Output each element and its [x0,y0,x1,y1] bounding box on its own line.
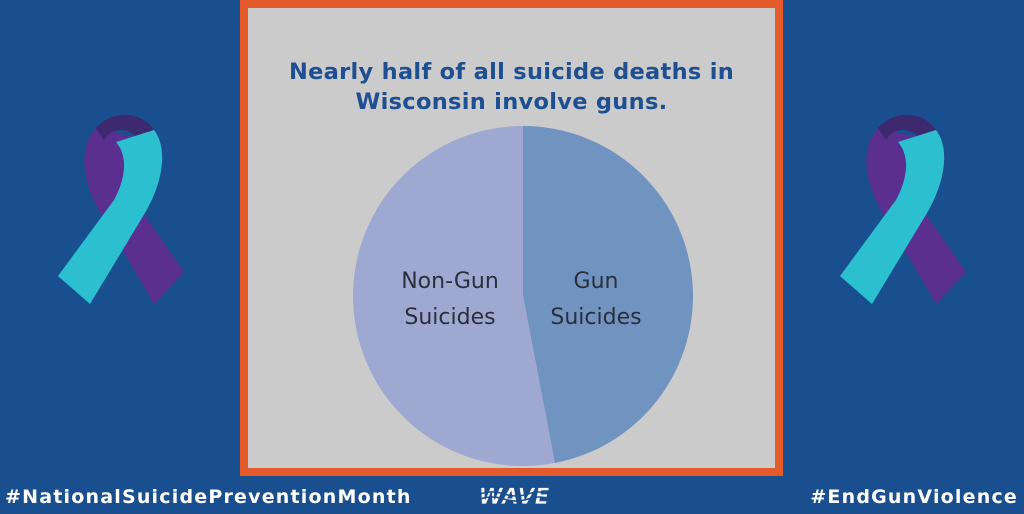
pie-label-non-gun-line-1: Non-Gun [401,269,499,294]
chart-title: Nearly half of all suicide deaths in Wis… [248,57,775,117]
ribbon-top-loop [96,114,154,140]
pie-label-gun-line-2: Suicides [550,305,641,330]
pie-chart: Gun Suicides Non-Gun Suicides [353,126,694,466]
ribbon-top-loop [878,114,936,140]
chart-title-line-2: Wisconsin involve guns. [355,89,668,115]
chart-card: Nearly half of all suicide deaths in Wis… [240,0,783,476]
pie-slice-non-gun [353,126,555,466]
ribbon-teal-band [58,130,163,304]
pie-label-gun-line-1: Gun [574,269,619,294]
pie-label-non-gun-line-2: Suicides [404,305,495,330]
pie-slice-gun [523,126,694,463]
wave-logo-icon: WAVE [478,482,550,511]
left-awareness-ribbon-icon [56,108,186,308]
chart-title-line-1: Nearly half of all suicide deaths in [288,59,735,85]
ribbon-teal-band [840,130,945,304]
left-hashtag: #NationalSuicidePreventionMonth [5,486,412,508]
right-hashtag: #EndGunViolence [810,486,1018,508]
right-awareness-ribbon-icon [838,108,968,308]
